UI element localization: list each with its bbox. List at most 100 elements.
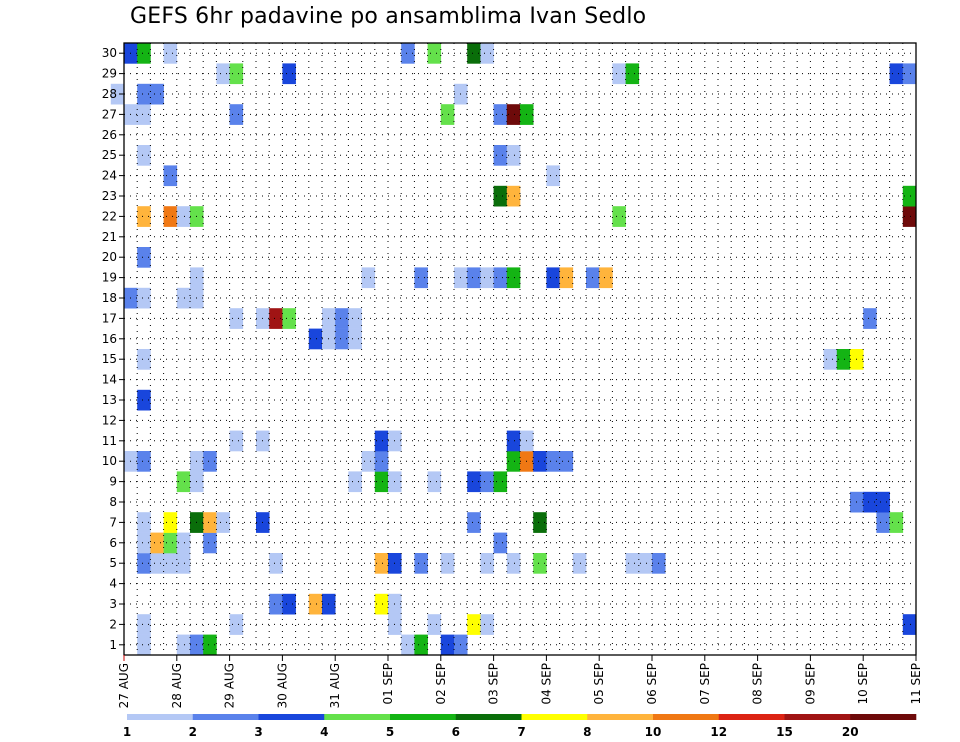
cell-member-1-step-4 [176, 634, 191, 656]
x-tick-label-7: 03 SEP [487, 663, 501, 705]
x-tick-label-5: 01 SEP [381, 663, 395, 705]
cell-member-18-step-4 [176, 287, 191, 309]
cell-member-27-step-28 [493, 104, 508, 125]
y-axis: 1234567891011121314151617181920212223242… [102, 46, 124, 652]
cell-member-22-step-59 [902, 206, 917, 227]
y-tick-label-5: 5 [109, 556, 117, 570]
legend-swatch-1 [127, 714, 194, 720]
cell-member-5-step-34 [572, 553, 587, 574]
cell-member-5-step-29 [506, 553, 521, 574]
x-tick-label-13: 09 SEP [803, 663, 817, 705]
cell-member-5-step-22 [414, 553, 428, 574]
cell-member-16-step-17 [348, 328, 362, 350]
cell-member-6-step-28 [493, 532, 508, 554]
cell-member-10-step-18 [361, 451, 376, 472]
cell-member-3-step-12 [282, 593, 296, 615]
cell-member-17-step-16 [335, 308, 349, 329]
y-tick-label-28: 28 [102, 87, 117, 101]
cell-member-1-step-1 [137, 634, 151, 656]
cell-member-1-step-22 [414, 634, 428, 656]
cell-member-30-step-3 [163, 43, 178, 64]
cell-member-7-step-7 [216, 512, 230, 533]
cell-member-2-step-1 [137, 614, 151, 635]
x-tick-label-12: 08 SEP [751, 663, 765, 705]
cell-member-28-step--1 [110, 83, 125, 105]
y-tick-label-15: 15 [102, 352, 117, 366]
y-tick-label-21: 21 [102, 230, 117, 244]
cell-member-28-step-1 [137, 83, 151, 105]
legend-label-5: 5 [386, 725, 394, 739]
cell-member-6-step-6 [203, 532, 217, 554]
cell-member-1-step-21 [401, 634, 415, 656]
cell-member-24-step-32 [546, 165, 560, 187]
x-tick-label-10: 06 SEP [645, 663, 659, 705]
legend-label-1: 1 [123, 725, 131, 739]
cell-member-10-step-32 [546, 451, 560, 472]
cell-member-3-step-11 [269, 593, 283, 615]
y-tick-label-20: 20 [102, 250, 117, 264]
cell-member-18-step-1 [137, 287, 151, 309]
y-tick-label-29: 29 [102, 67, 117, 81]
cell-member-16-step-14 [308, 328, 323, 350]
cell-member-19-step-18 [361, 267, 376, 289]
x-tick-label-4: 31 AUG [328, 663, 342, 708]
y-tick-label-22: 22 [102, 209, 117, 223]
cell-member-29-step-38 [625, 63, 640, 85]
cell-member-7-step-57 [876, 512, 890, 533]
cell-member-10-step-33 [559, 451, 574, 472]
cell-member-9-step-19 [374, 471, 389, 493]
legend-swatch-2 [192, 714, 259, 720]
x-tick-label-8: 04 SEP [539, 663, 553, 705]
y-tick-label-11: 11 [102, 434, 117, 448]
legend-label-7: 7 [517, 725, 525, 739]
cell-member-2-step-27 [480, 614, 494, 635]
y-tick-label-12: 12 [102, 413, 117, 427]
x-tick-label-11: 07 SEP [698, 663, 712, 705]
cell-member-25-step-1 [137, 145, 151, 166]
cell-member-19-step-36 [599, 267, 613, 289]
legend-swatch-12 [850, 714, 917, 720]
cell-member-5-step-2 [150, 553, 164, 574]
legend-swatch-8 [587, 714, 654, 720]
cell-member-25-step-29 [506, 145, 521, 166]
x-tick-label-1: 28 AUG [170, 663, 184, 708]
x-axis: 27 AUG 28 AUG 29 AUG 30 AUG 31 AUG 01 SEP 02 S… [117, 655, 923, 708]
cell-member-30-step-26 [467, 43, 481, 64]
cell-member-3-step-14 [308, 593, 323, 615]
cell-member-17-step-17 [348, 308, 362, 329]
cell-member-7-step-6 [203, 512, 217, 533]
y-tick-label-25: 25 [102, 148, 117, 162]
y-tick-label-24: 24 [102, 169, 117, 183]
cell-member-6-step-1 [137, 532, 151, 554]
cell-member-17-step-8 [229, 308, 244, 329]
y-tick-label-9: 9 [109, 475, 117, 489]
grid-layer [124, 43, 916, 655]
cell-member-5-step-27 [480, 553, 494, 574]
cell-member-10-step-6 [203, 451, 217, 472]
y-tick-label-1: 1 [109, 638, 117, 652]
cell-member-5-step-1 [137, 553, 151, 574]
y-tick-label-18: 18 [102, 291, 117, 305]
cell-member-22-step-37 [612, 206, 626, 227]
legend-label-3: 3 [254, 725, 262, 739]
cell-member-15-step-53 [823, 349, 838, 370]
legend-swatch-11 [784, 714, 851, 720]
cell-member-19-step-29 [506, 267, 521, 289]
cell-member-5-step-19 [374, 553, 389, 574]
cell-member-22-step-3 [163, 206, 178, 227]
cell-member-19-step-22 [414, 267, 428, 289]
cell-member-23-step-59 [902, 185, 917, 207]
cell-member-19-step-33 [559, 267, 574, 289]
cell-member-7-step-3 [163, 512, 178, 533]
cell-member-30-step-23 [427, 43, 442, 64]
legend-label-9: 10 [645, 725, 662, 739]
cell-member-9-step-17 [348, 471, 362, 493]
cell-member-29-step-7 [216, 63, 230, 85]
cell-member-16-step-16 [335, 328, 349, 350]
cell-member-30-step-21 [401, 43, 415, 64]
cell-member-1-step-24 [440, 634, 455, 656]
cell-member-28-step-2 [150, 83, 164, 105]
cell-member-10-step-31 [533, 451, 547, 472]
cell-member-7-step-1 [137, 512, 151, 533]
